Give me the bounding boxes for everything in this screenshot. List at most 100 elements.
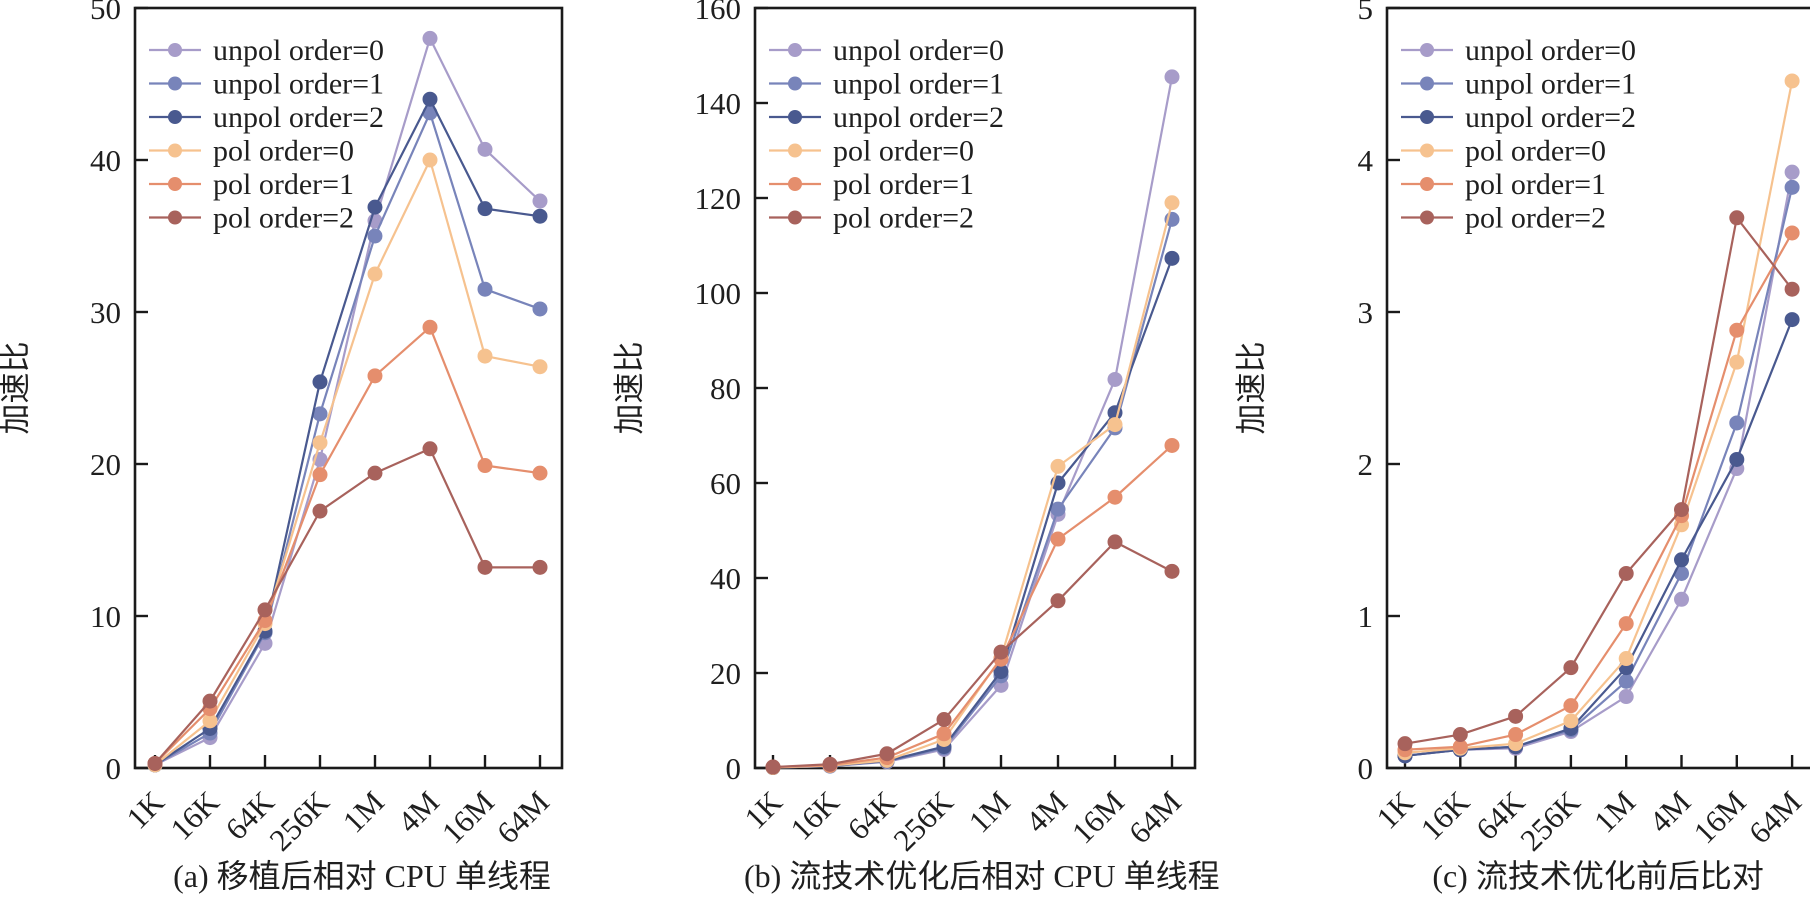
x-tick-label: 4M xyxy=(1019,784,1074,839)
data-point xyxy=(147,755,163,771)
legend-marker-dot xyxy=(788,110,802,124)
data-point xyxy=(936,712,952,728)
series-line-5 xyxy=(154,447,540,765)
data-point xyxy=(1050,458,1066,474)
x-tick-label: 64M xyxy=(1122,784,1188,850)
legend-marker-dot xyxy=(788,177,802,191)
data-point xyxy=(1784,225,1800,241)
data-point xyxy=(936,726,952,742)
x-tick-label: 4M xyxy=(391,784,446,839)
data-point xyxy=(1673,565,1689,581)
x-tick-label: 1K xyxy=(737,784,789,836)
data-point xyxy=(367,228,383,244)
data-point xyxy=(532,359,548,375)
legend-marker-dot xyxy=(168,43,182,57)
data-point xyxy=(1164,563,1180,579)
data-point xyxy=(1784,281,1800,297)
data-point xyxy=(1618,565,1634,581)
legend-label: unpol order=0 xyxy=(833,34,1004,67)
data-point xyxy=(1728,451,1744,467)
x-tick-label: 256K xyxy=(262,784,336,852)
data-point xyxy=(1507,727,1523,743)
data-point xyxy=(422,105,438,121)
series-line-2 xyxy=(154,98,541,766)
y-tick-label: 40 xyxy=(90,143,121,178)
series-line-4 xyxy=(1404,232,1793,751)
x-tick-label: 16M xyxy=(435,784,501,850)
legend-label: pol order=1 xyxy=(1465,168,1606,201)
data-point xyxy=(477,348,493,364)
data-point xyxy=(1164,437,1180,453)
data-point xyxy=(312,374,328,390)
data-point xyxy=(1618,689,1634,705)
data-point xyxy=(367,368,383,384)
y-tick-label: 1 xyxy=(1357,599,1373,634)
data-point xyxy=(532,208,548,224)
legend-marker-dot xyxy=(168,177,182,191)
data-point xyxy=(993,644,1009,660)
plot-frame xyxy=(1385,6,1810,770)
legend-label: pol order=0 xyxy=(833,135,974,168)
data-point xyxy=(1107,371,1123,387)
x-tick-label: 1M xyxy=(336,784,391,839)
data-point xyxy=(312,503,328,519)
x-tick-label: 1M xyxy=(1587,784,1642,839)
legend-label: unpol order=0 xyxy=(1465,34,1636,67)
data-point xyxy=(477,458,493,474)
legend-marker-dot xyxy=(1419,110,1434,124)
legend-marker-dot xyxy=(168,110,182,124)
legend-label: pol order=2 xyxy=(1465,202,1606,235)
data-point xyxy=(1397,736,1413,752)
chart-a-caption: (a) 移植后相对 CPU 单线程 xyxy=(173,858,551,894)
legend-marker-dot xyxy=(1419,177,1434,191)
data-point xyxy=(422,152,438,168)
data-point xyxy=(1050,531,1066,547)
series-line-0 xyxy=(154,37,541,766)
data-point xyxy=(202,693,218,709)
data-point xyxy=(1673,591,1689,607)
x-tick-label: 1K xyxy=(119,784,171,836)
legend-marker-dot xyxy=(168,210,182,225)
data-point xyxy=(1452,739,1468,755)
data-point xyxy=(422,319,438,335)
data-point xyxy=(1562,660,1578,676)
legend-label: pol order=0 xyxy=(213,135,354,168)
series-line-3 xyxy=(1404,80,1793,754)
legend-marker-dot xyxy=(788,76,802,91)
data-point xyxy=(1107,489,1123,505)
y-tick-label: 40 xyxy=(710,561,741,596)
data-point xyxy=(422,441,438,457)
y-tick-label: 0 xyxy=(1357,751,1373,786)
data-point xyxy=(367,465,383,481)
data-point xyxy=(1164,250,1180,266)
legend-label: unpol order=1 xyxy=(213,68,384,101)
data-point xyxy=(532,193,548,209)
data-point xyxy=(1164,69,1180,85)
data-point xyxy=(1784,73,1800,89)
chart-panel-b: 0 20 40 60 80 100 120 140 160 1K 16K 64K 256K 1M 4M 16M… xyxy=(604,0,1220,923)
legend-marker-dot xyxy=(788,43,802,57)
legend-marker-dot xyxy=(1419,210,1434,225)
y-tick-label: 30 xyxy=(90,295,121,330)
series-line-4 xyxy=(772,444,1173,769)
data-point xyxy=(1050,593,1066,609)
legend-marker-dot xyxy=(1419,43,1434,57)
legend-marker-dot xyxy=(1419,143,1434,158)
chart-b-caption: (b) 流技术优化后相对 CPU 单线程 xyxy=(744,858,1220,894)
plot-frame xyxy=(133,6,564,770)
legend-marker-dot xyxy=(788,143,802,158)
legend-marker-dot xyxy=(168,76,182,91)
series-line-2 xyxy=(1404,319,1793,757)
y-axis-label: 加速比 xyxy=(612,342,647,435)
y-tick-label: 140 xyxy=(695,86,742,121)
x-tick-label: 1M xyxy=(962,784,1017,839)
series-line-5 xyxy=(1404,216,1793,745)
data-point xyxy=(1673,502,1689,518)
legend-label: pol order=2 xyxy=(833,202,974,235)
